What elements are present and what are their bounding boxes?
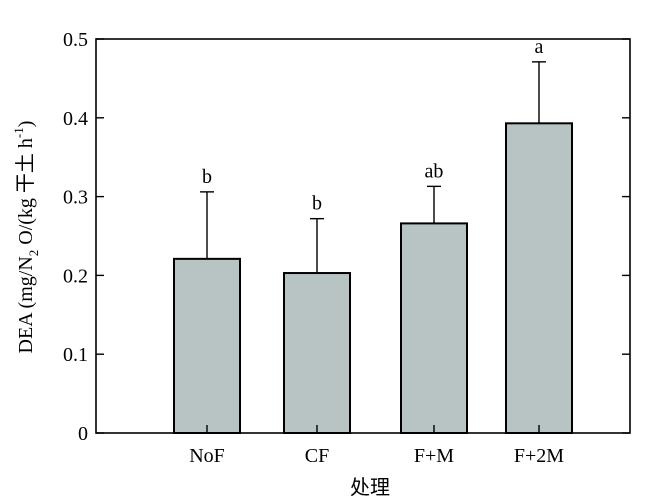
y-axis-title-main: DEA (mg/N xyxy=(15,256,37,353)
plot-frame xyxy=(95,38,631,434)
x-axis-title: 处理 xyxy=(350,476,390,499)
y-axis-title-superscript: -1 xyxy=(11,127,26,138)
bar xyxy=(505,122,573,434)
y-tick-label: 0.3 xyxy=(63,187,88,209)
significance-labels: b b ab a xyxy=(202,36,544,215)
y-tick-label: 0.4 xyxy=(63,108,88,130)
y-tick-label: 0.2 xyxy=(63,265,88,287)
bars-group xyxy=(173,122,573,435)
x-tick-label: F+2M xyxy=(514,445,564,467)
x-tick-label: F+M xyxy=(414,445,454,467)
y-tick-label: 0.5 xyxy=(63,29,88,51)
y-axis-title: DEA (mg/N2 O/(kg 干土 h-1) xyxy=(11,121,41,354)
bar xyxy=(283,272,351,435)
significance-label: a xyxy=(535,36,544,58)
y-tick-label: 0 xyxy=(78,423,88,445)
y-axis-ticks: 0 0.1 0.2 0.3 0.4 0.5 xyxy=(63,29,630,445)
y-axis-title-mid: O/(kg 干土 h xyxy=(14,138,37,250)
y-axis-title-subscript: 2 xyxy=(26,250,41,257)
error-bars-group xyxy=(200,61,546,274)
y-axis-title-end: ) xyxy=(15,121,37,128)
bar xyxy=(400,222,468,434)
plot-border xyxy=(95,38,631,434)
significance-label: ab xyxy=(425,160,444,182)
significance-label: b xyxy=(312,193,322,215)
x-tick-label: NoF xyxy=(189,445,225,467)
x-axis-ticks: NoF CF F+M F+2M xyxy=(189,425,564,467)
significance-label: b xyxy=(202,166,212,188)
y-tick-label: 0.1 xyxy=(63,344,88,366)
bar xyxy=(173,257,241,434)
x-tick-label: CF xyxy=(305,445,329,467)
